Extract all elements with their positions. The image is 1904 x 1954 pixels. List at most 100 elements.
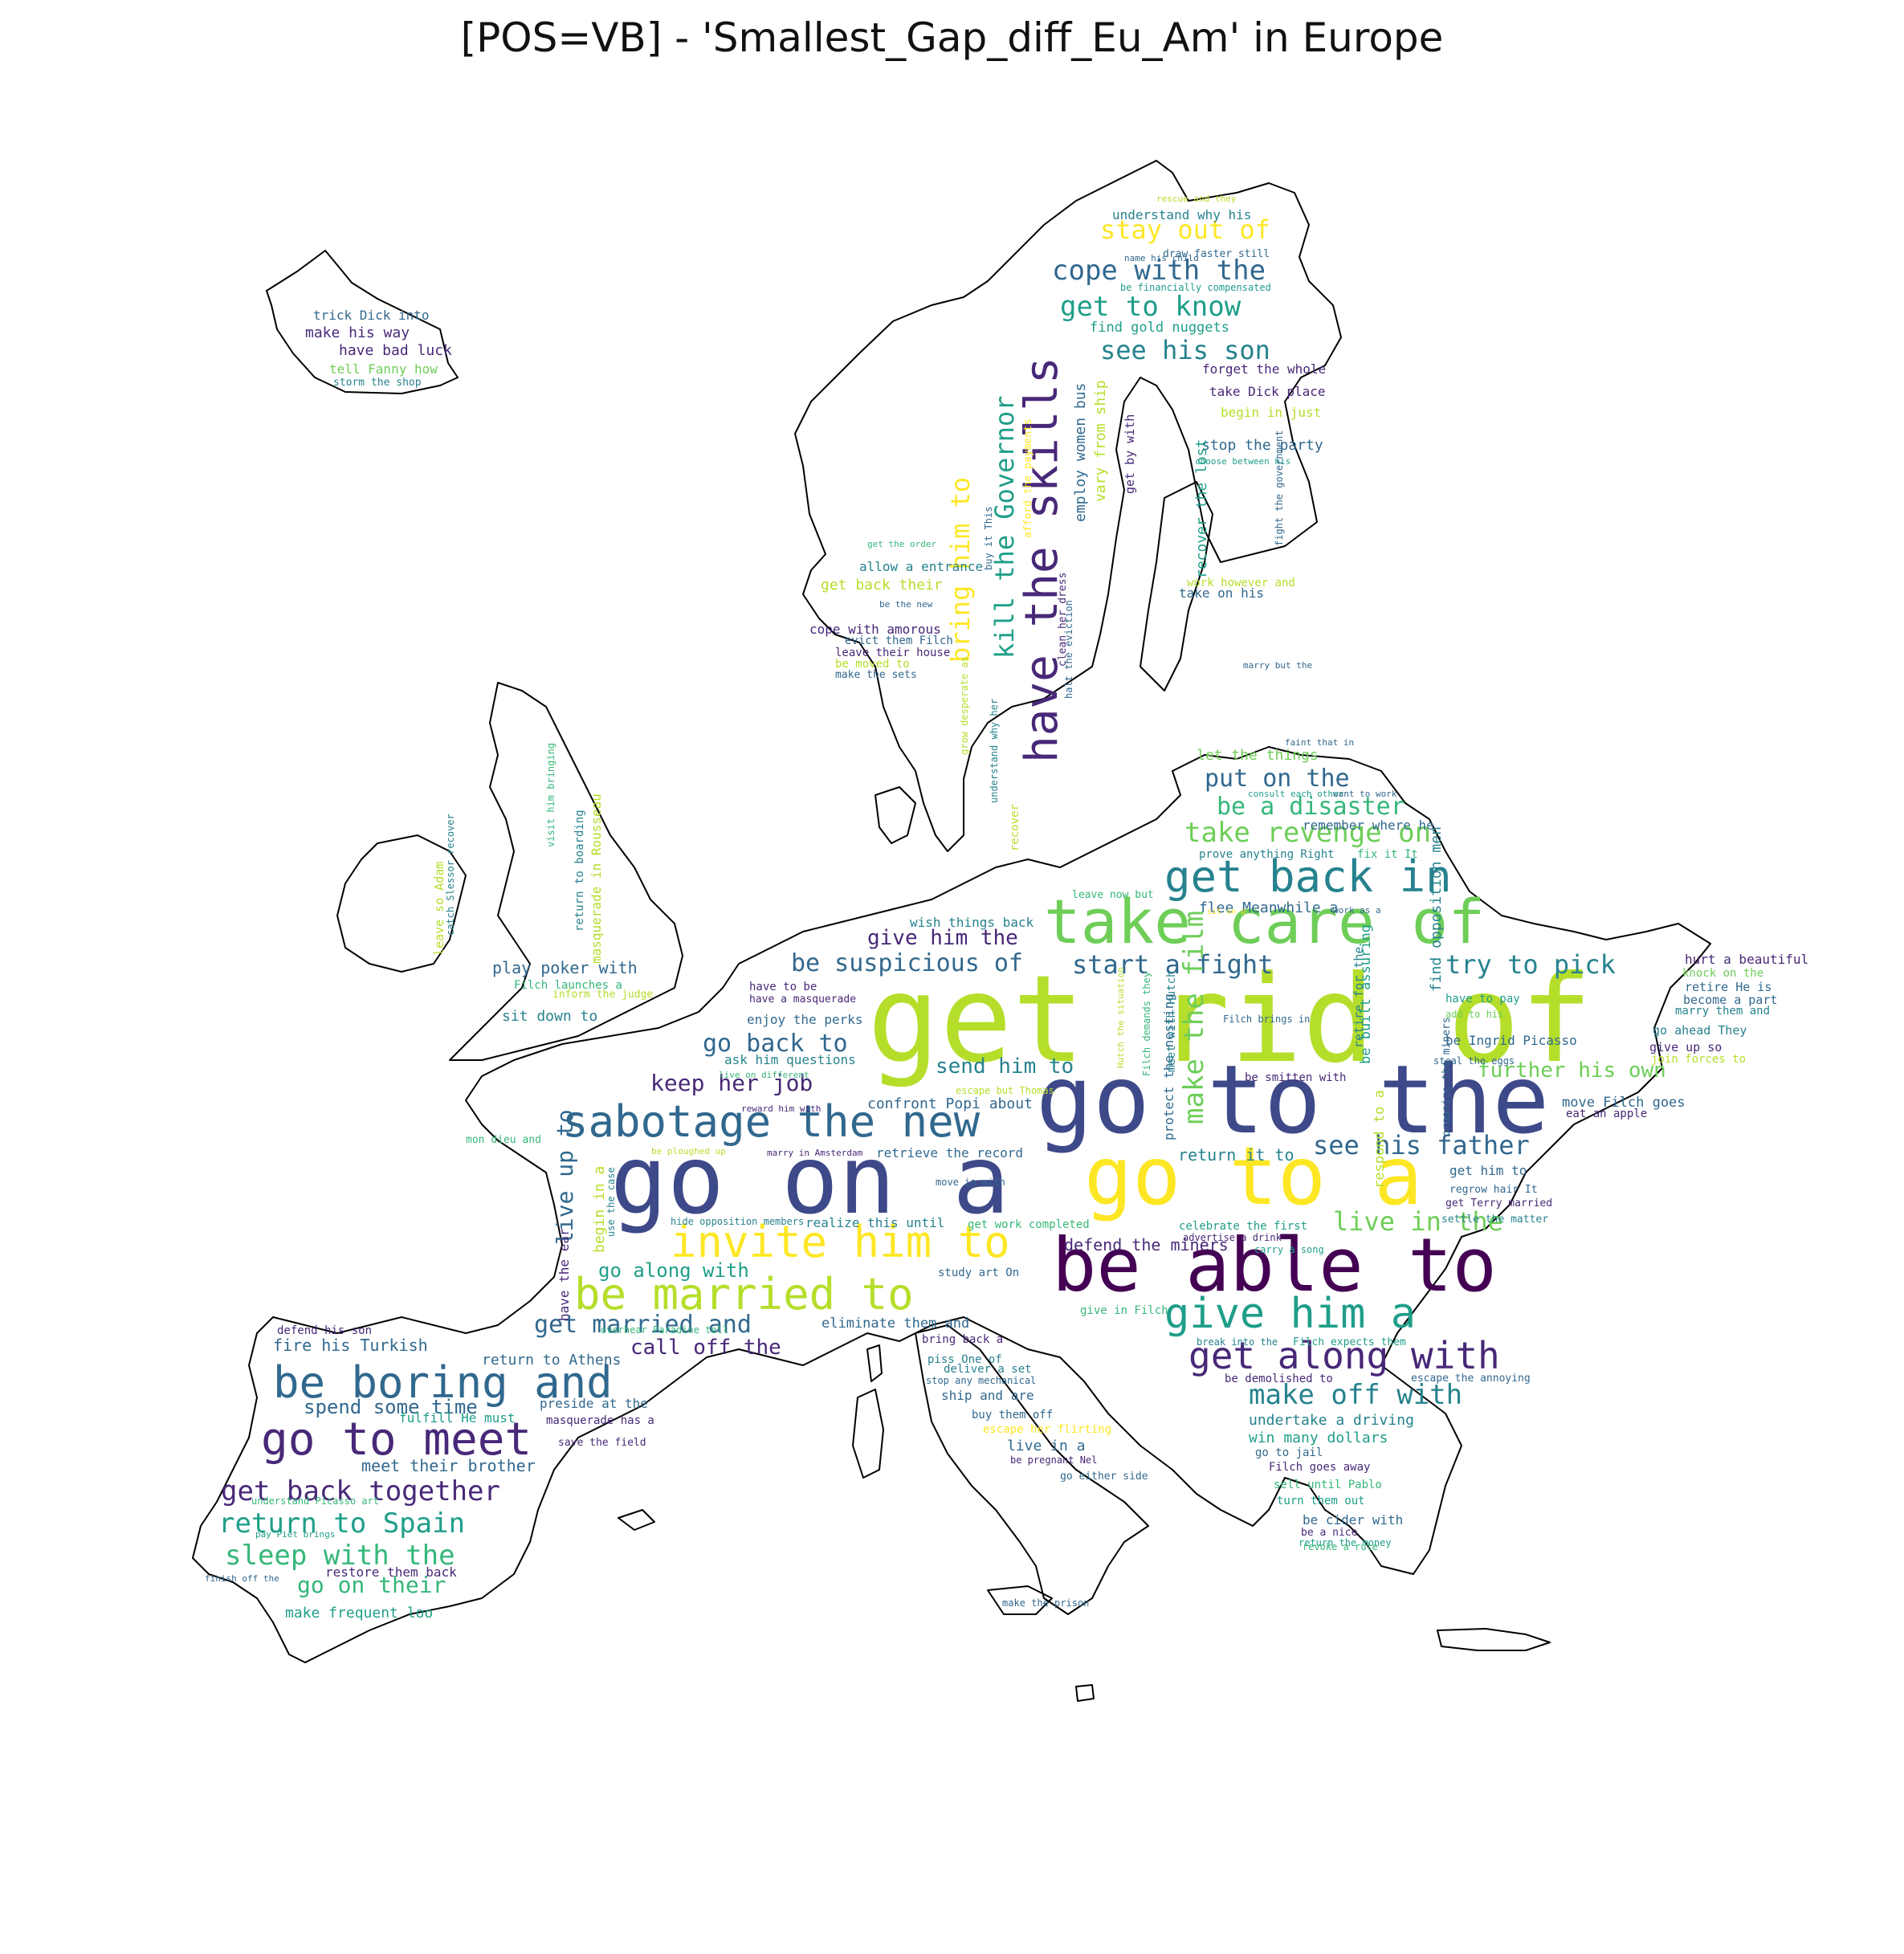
word-cloud-phrase: Filch demands they (1141, 971, 1152, 1076)
word-cloud-phrase: get by with (1123, 414, 1137, 494)
word-cloud-phrase: have a masquerade (749, 993, 857, 1006)
word-cloud-phrase: settle the matter (1441, 1214, 1549, 1226)
word-cloud-phrase: return to Spain (218, 1507, 466, 1540)
word-cloud-phrase: recover the lost (1193, 439, 1210, 578)
word-cloud-phrase: marry in Amsterdam (767, 1148, 863, 1158)
word-cloud-phrase: leave so Adam (432, 861, 446, 956)
word-cloud-phrase: leave their house (835, 647, 951, 659)
word-cloud-phrase: let the things (1197, 747, 1319, 764)
word-cloud-phrase: be moved to (835, 658, 910, 671)
word-cloud-phrase: make the sets (835, 669, 917, 681)
word-cloud-phrase: leave now but (1072, 889, 1154, 901)
word-cloud-phrase: defend the miners (1064, 1235, 1229, 1254)
word-cloud-phrase: get rid of (867, 950, 1593, 1090)
word-cloud-phrase: carry a song (1254, 1244, 1324, 1255)
word-cloud-phrase: Hutch the situation (1115, 967, 1126, 1068)
word-cloud-phrase: move Filch goes (1562, 1095, 1686, 1111)
word-cloud-phrase: sit down to (502, 1008, 598, 1025)
word-cloud-phrase: meet with Hutch (1165, 970, 1178, 1072)
word-cloud-phrase: go on their (297, 1572, 446, 1598)
word-cloud-phrase: live in a (1007, 1438, 1086, 1454)
word-cloud-phrase: celebrate the first (1179, 1220, 1308, 1233)
word-cloud-phrase: sleep with the (225, 1540, 455, 1572)
word-cloud-phrase: kill the Governor (989, 395, 1020, 659)
word-cloud-phrase: be able to (1052, 1222, 1497, 1308)
balearic-outline (618, 1509, 655, 1531)
word-cloud-phrase: move in with (936, 1177, 1005, 1188)
word-cloud-phrase: meet their brother (361, 1456, 536, 1475)
word-cloud-phrase: overhear Paradine tell (601, 1324, 728, 1336)
word-cloud-phrase: be ploughed up (651, 1146, 726, 1156)
word-cloud-phrase: live in the (1333, 1206, 1503, 1237)
word-cloud-phrase: give up so (1649, 1040, 1723, 1055)
word-cloud-phrase: return to boarding (573, 810, 586, 932)
word-cloud-phrase: work however and (1187, 577, 1295, 589)
word-cloud-phrase: fight the government (1274, 430, 1285, 547)
word-cloud-phrase: give him the (867, 926, 1018, 950)
word-cloud-phrase: marry them and (1675, 1005, 1771, 1018)
word-cloud-phrase: be pregnant Nel (1010, 1454, 1098, 1466)
word-cloud-phrase: make the prison (1002, 1597, 1090, 1609)
word-cloud-phrase: evict them Filch (845, 634, 953, 647)
word-cloud-phrase: employ women bus (1072, 382, 1089, 522)
crete-outline (1437, 1628, 1551, 1651)
italy-outline (915, 1324, 1149, 1615)
word-cloud-phrase: fire his Turkish (273, 1336, 428, 1355)
word-cloud-phrase: start a fight (1072, 949, 1274, 980)
word-cloud-phrase: go to a (1084, 1129, 1423, 1223)
denmark-outline (875, 786, 916, 844)
word-cloud-phrase: fulfill He must (399, 1410, 516, 1426)
word-cloud-phrase: retrieve the record (876, 1145, 1024, 1161)
word-cloud-phrase: vary from ship (1092, 380, 1109, 502)
word-cloud-phrase: escape her flirting (983, 1423, 1112, 1436)
word-cloud-phrase: break into the (1197, 1336, 1278, 1348)
iceland-outline (266, 250, 459, 394)
word-cloud-phrase: spend some time (304, 1396, 478, 1418)
word-cloud-phrase: get married and (534, 1311, 752, 1339)
word-cloud-phrase: want to work (1333, 789, 1397, 799)
word-cloud-phrase: eat an apple (1566, 1108, 1648, 1120)
word-cloud-phrase: sabotage the new (562, 1096, 981, 1147)
word-cloud-phrase: prove anything Right (1199, 848, 1335, 861)
word-cloud-phrase: rescue and they (1156, 194, 1237, 204)
word-cloud-phrase: get along with (1188, 1334, 1500, 1377)
word-cloud-phrase: take Dick place (1209, 384, 1326, 399)
word-cloud-phrase: clean her dress (1057, 572, 1069, 667)
word-cloud-phrase: finish off the (205, 1573, 279, 1584)
word-cloud-phrase: be suspicious of (791, 949, 1023, 977)
word-cloud-phrase: find gold nuggets (1090, 320, 1229, 336)
word-cloud-phrase: visit him bringing (545, 742, 557, 847)
scandinavia-outline (794, 160, 1342, 852)
word-cloud-phrase: make off with (1249, 1379, 1463, 1411)
word-cloud-phrase: confront Popi about (867, 1095, 1033, 1112)
word-cloud-phrase: bring back a (922, 1333, 1004, 1346)
word-cloud-phrase: ship and are (941, 1388, 1034, 1403)
word-cloud-phrase: turn them out (1277, 1495, 1365, 1507)
word-cloud-phrase: have the skills (1016, 357, 1068, 763)
word-cloud-phrase: organize the miners (1441, 1017, 1453, 1136)
word-cloud-phrase: hurt a beautiful (1685, 952, 1809, 967)
word-cloud-phrase: have to pay (1445, 993, 1520, 1006)
word-cloud-phrase: wish things back (910, 915, 1034, 930)
word-cloud-phrase: call off the (630, 1336, 781, 1360)
word-cloud-phrase: flee Meanwhile a (1199, 899, 1339, 916)
word-cloud-phrase: be smitten with (1245, 1071, 1347, 1084)
word-cloud-phrase: stop the party (1201, 437, 1323, 454)
word-cloud-phrase: be built assuring (1358, 924, 1374, 1064)
word-cloud-phrase: live up to (552, 1109, 578, 1245)
word-cloud-phrase: win many dollars (1249, 1430, 1388, 1446)
word-cloud-phrase: allow a entrance (859, 559, 984, 574)
word-cloud-phrase: cope with the (1052, 255, 1266, 287)
word-cloud-phrase: retire He is (1685, 980, 1772, 994)
word-cloud-phrase: be boring and (273, 1357, 613, 1408)
word-cloud-phrase: get back together (221, 1475, 500, 1507)
word-cloud-phrase: name his child (1124, 253, 1199, 263)
great-britain-outline (449, 682, 683, 1061)
word-cloud-phrase: be Ingrid Picasso (1445, 1033, 1577, 1048)
word-cloud-phrase: give him a (1164, 1290, 1417, 1338)
word-cloud-phrase: buy it This (983, 506, 994, 570)
word-cloud-phrase: undertake a driving (1249, 1412, 1414, 1429)
word-cloud-phrase: ask him questions (724, 1052, 856, 1067)
word-cloud-phrase: Filch brings in (1223, 1014, 1311, 1025)
word-cloud-phrase: try to pick (1445, 949, 1616, 980)
